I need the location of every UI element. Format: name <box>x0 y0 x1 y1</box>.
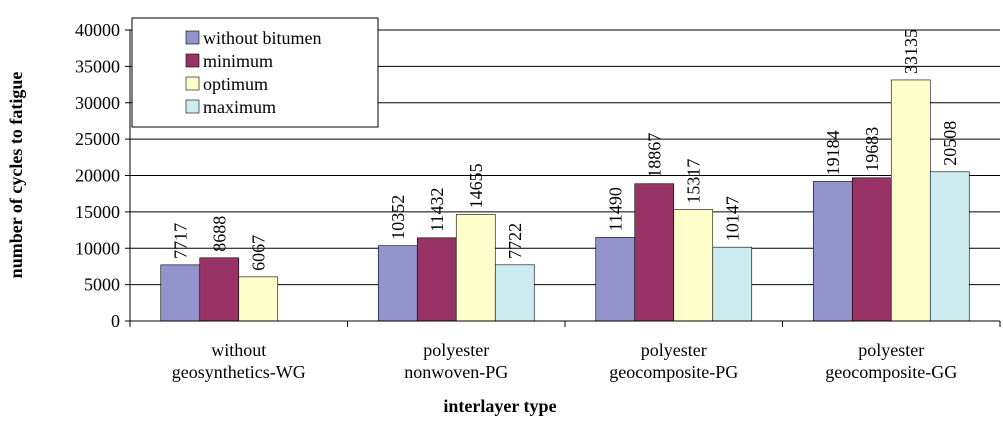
x-tick-label: polyester <box>423 340 489 360</box>
data-label: 33135 <box>901 29 921 74</box>
bar <box>673 209 714 322</box>
data-label: 11432 <box>427 187 447 231</box>
legend-label: maximum <box>203 97 276 117</box>
bar <box>712 246 753 322</box>
bar <box>812 181 853 322</box>
data-label: 8688 <box>209 216 229 252</box>
bar <box>455 214 496 322</box>
y-tick-label: 20000 <box>75 166 120 186</box>
x-tick-label: geocomposite-GG <box>825 362 957 382</box>
y-tick-label: 35000 <box>75 56 120 76</box>
y-tick-label: 15000 <box>75 202 120 222</box>
legend-swatch <box>185 53 200 68</box>
y-tick-label: 30000 <box>75 93 120 113</box>
y-axis-title: number of cycles to fatigue <box>6 72 26 279</box>
bar <box>890 79 931 322</box>
x-tick-label: without <box>211 340 266 360</box>
data-label: 11490 <box>605 187 625 231</box>
x-tick-label: geosynthetics-WG <box>172 362 306 382</box>
data-label: 19184 <box>823 130 843 175</box>
x-tick-label: nonwoven-PG <box>404 362 508 382</box>
legend-label: minimum <box>203 51 273 71</box>
y-tick-label: 0 <box>111 311 120 331</box>
y-tick-label: 40000 <box>75 20 120 40</box>
data-label: 7722 <box>505 223 525 259</box>
bar <box>160 264 201 322</box>
data-label: 20508 <box>940 121 960 166</box>
y-tick-label: 10000 <box>75 238 120 258</box>
x-tick-label: polyester <box>858 340 924 360</box>
y-tick-label: 5000 <box>84 275 120 295</box>
data-label: 18867 <box>644 133 664 178</box>
data-label: 10147 <box>722 196 742 241</box>
bar <box>416 237 457 322</box>
x-axis-title: interlayer type <box>443 396 556 416</box>
bar <box>494 264 535 322</box>
data-label: 10352 <box>388 195 408 240</box>
data-label: 15317 <box>683 159 703 204</box>
data-label: 7717 <box>170 223 190 259</box>
legend-swatch <box>185 99 200 114</box>
data-label: 19683 <box>862 127 882 172</box>
bar <box>595 237 636 322</box>
data-label: 6067 <box>248 235 268 271</box>
legend-swatch <box>185 30 200 45</box>
legend-swatch <box>185 76 200 91</box>
data-label: 14655 <box>466 163 486 208</box>
legend-label: optimum <box>203 74 268 94</box>
bar <box>634 183 675 322</box>
bar <box>851 177 892 322</box>
y-tick-label: 25000 <box>75 129 120 149</box>
legend-box <box>131 17 379 128</box>
x-tick-label: geocomposite-PG <box>609 362 738 382</box>
legend-label: without bitumen <box>203 28 322 48</box>
bar <box>199 257 240 322</box>
x-tick-label: polyester <box>641 340 707 360</box>
bar <box>377 245 418 322</box>
bar <box>929 171 970 322</box>
bar <box>238 276 279 322</box>
